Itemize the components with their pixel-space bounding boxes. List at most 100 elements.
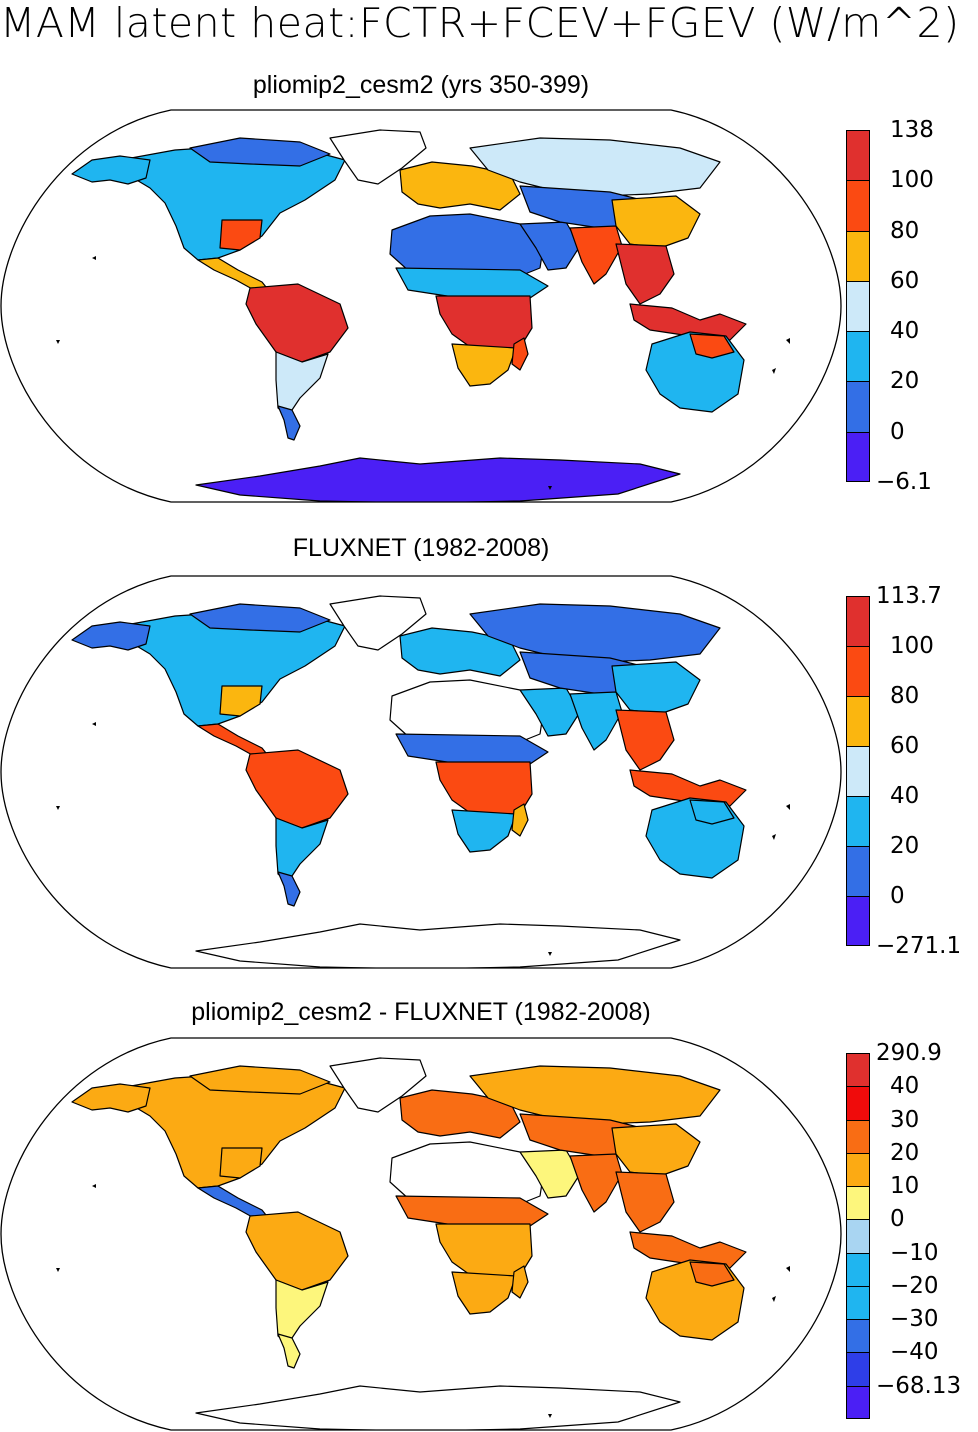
region-siberia bbox=[469, 1065, 721, 1125]
colorbar-tick-label: 290.9 bbox=[876, 1040, 942, 1066]
colorbar-tick-label: 80 bbox=[890, 683, 920, 709]
region-us-southeast bbox=[219, 1147, 263, 1179]
colorbar-swatch bbox=[846, 331, 870, 382]
colorbar-tick-label: 40 bbox=[890, 1073, 920, 1100]
colorbar-tick-label: 138 bbox=[890, 117, 934, 143]
colorbar-swatch bbox=[846, 230, 870, 281]
region-alaska bbox=[71, 155, 151, 185]
island-2 bbox=[548, 952, 552, 956]
colorbar-swatch bbox=[846, 130, 870, 181]
map-projection-border bbox=[0, 575, 842, 969]
colorbar-tick-label: 80 bbox=[890, 217, 920, 244]
region-amazon bbox=[245, 283, 349, 363]
region-madagascar bbox=[511, 337, 529, 371]
region-canada-north bbox=[189, 1065, 331, 1095]
colorbar-swatch bbox=[846, 596, 870, 646]
region-sahel bbox=[395, 1195, 549, 1227]
region-antarctica bbox=[195, 457, 681, 502]
panel-3-title: pliomip2_cesm2 - FLUXNET (1982-2008) bbox=[191, 998, 651, 1026]
region-se-asia bbox=[615, 709, 675, 771]
island-3 bbox=[772, 368, 776, 374]
colorbar-tick-label: 30 bbox=[890, 1106, 920, 1133]
region-sahara bbox=[389, 213, 545, 279]
region-amazon bbox=[245, 749, 349, 829]
region-europe bbox=[399, 627, 521, 677]
colorbar-swatch bbox=[846, 896, 870, 946]
colorbar-swatch bbox=[846, 431, 870, 482]
colorbar-tick-label: −10 bbox=[890, 1239, 939, 1266]
region-greenland bbox=[329, 595, 427, 651]
colorbar-tick-label: 0 bbox=[890, 1206, 905, 1233]
region-alaska bbox=[71, 1083, 151, 1113]
island-3 bbox=[772, 834, 776, 840]
colorbar-tick-label: 0 bbox=[890, 883, 905, 909]
region-patagonia bbox=[277, 405, 301, 441]
region-se-asia bbox=[615, 1171, 675, 1233]
region-canada-north bbox=[189, 603, 331, 633]
region-east-asia bbox=[611, 1123, 701, 1177]
island-1 bbox=[56, 1268, 60, 1272]
island-0 bbox=[92, 1184, 96, 1188]
colorbar-swatch bbox=[846, 1219, 870, 1253]
region-canada-north bbox=[189, 137, 331, 167]
region-antarctica bbox=[195, 923, 681, 968]
colorbar-tick-label: −20 bbox=[890, 1272, 939, 1299]
region-southern-africa bbox=[451, 809, 517, 853]
region-us-southeast bbox=[219, 685, 263, 717]
colorbar-swatch bbox=[846, 1119, 870, 1153]
region-siberia bbox=[469, 137, 721, 197]
region-australia-north bbox=[689, 333, 735, 359]
colorbar-tick-label: 40 bbox=[890, 783, 920, 809]
colorbar-tick-label: −68.13 bbox=[876, 1372, 962, 1399]
colorbar-swatch bbox=[846, 1319, 870, 1353]
region-sahara bbox=[389, 1141, 545, 1207]
island-3 bbox=[772, 1296, 776, 1302]
region-siberia bbox=[469, 603, 721, 663]
colorbar-tick-label: 100 bbox=[890, 633, 934, 659]
region-east-asia bbox=[611, 195, 701, 249]
colorbar-tick-label: 60 bbox=[890, 733, 920, 759]
colorbar-tick-label: 60 bbox=[890, 267, 920, 294]
region-southern-africa bbox=[451, 1271, 517, 1315]
region-southern-africa bbox=[451, 343, 517, 387]
region-india bbox=[569, 691, 623, 751]
colorbar-tick-label: 40 bbox=[890, 318, 920, 345]
colorbar-tick-label: 113.7 bbox=[876, 583, 942, 609]
island-2 bbox=[548, 486, 552, 490]
island-2 bbox=[548, 1414, 552, 1418]
colorbar-swatch bbox=[846, 746, 870, 796]
island-0 bbox=[92, 256, 96, 260]
region-antarctica bbox=[195, 1385, 681, 1430]
figure-title: MAM latent heat:FCTR+FCEV+FGEV (W/m^2) bbox=[0, 0, 960, 47]
colorbar-swatch bbox=[846, 1152, 870, 1187]
region-sahel bbox=[395, 733, 549, 765]
colorbar-tick-label: 20 bbox=[890, 368, 920, 395]
region-europe bbox=[399, 1089, 521, 1139]
region-south-america-south bbox=[275, 1279, 329, 1345]
colorbar-swatch bbox=[846, 1086, 870, 1120]
panel-1-map bbox=[0, 109, 842, 503]
panel-3-map bbox=[0, 1037, 842, 1431]
region-east-asia bbox=[611, 661, 701, 715]
colorbar-tick-label: 100 bbox=[890, 167, 934, 194]
island-0 bbox=[92, 722, 96, 726]
colorbar-swatch bbox=[846, 1186, 870, 1220]
panel-1-colorbar: 138 100 80 60 40 20 0 −6.1 bbox=[846, 117, 978, 495]
region-us-southeast bbox=[219, 219, 263, 251]
region-south-america-south bbox=[275, 351, 329, 417]
colorbar-swatch bbox=[846, 696, 870, 746]
island-4 bbox=[786, 338, 790, 344]
island-4 bbox=[786, 1266, 790, 1272]
panel-2-title: FLUXNET (1982-2008) bbox=[292, 534, 550, 562]
region-australia-north bbox=[689, 1261, 735, 1287]
panel-2-map bbox=[0, 575, 842, 969]
map-projection-border bbox=[0, 1037, 842, 1431]
region-patagonia bbox=[277, 871, 301, 907]
region-madagascar bbox=[511, 1265, 529, 1299]
region-madagascar bbox=[511, 803, 529, 837]
panel-3-colorbar: 290.9 40 30 20 10 0 −10 −20 −30 −40 −68.13 bbox=[846, 1040, 978, 1419]
region-amazon bbox=[245, 1211, 349, 1291]
region-indonesia bbox=[629, 1231, 747, 1269]
colorbar-tick-label: 10 bbox=[890, 1173, 920, 1200]
colorbar-tick-label: 20 bbox=[890, 1139, 920, 1166]
